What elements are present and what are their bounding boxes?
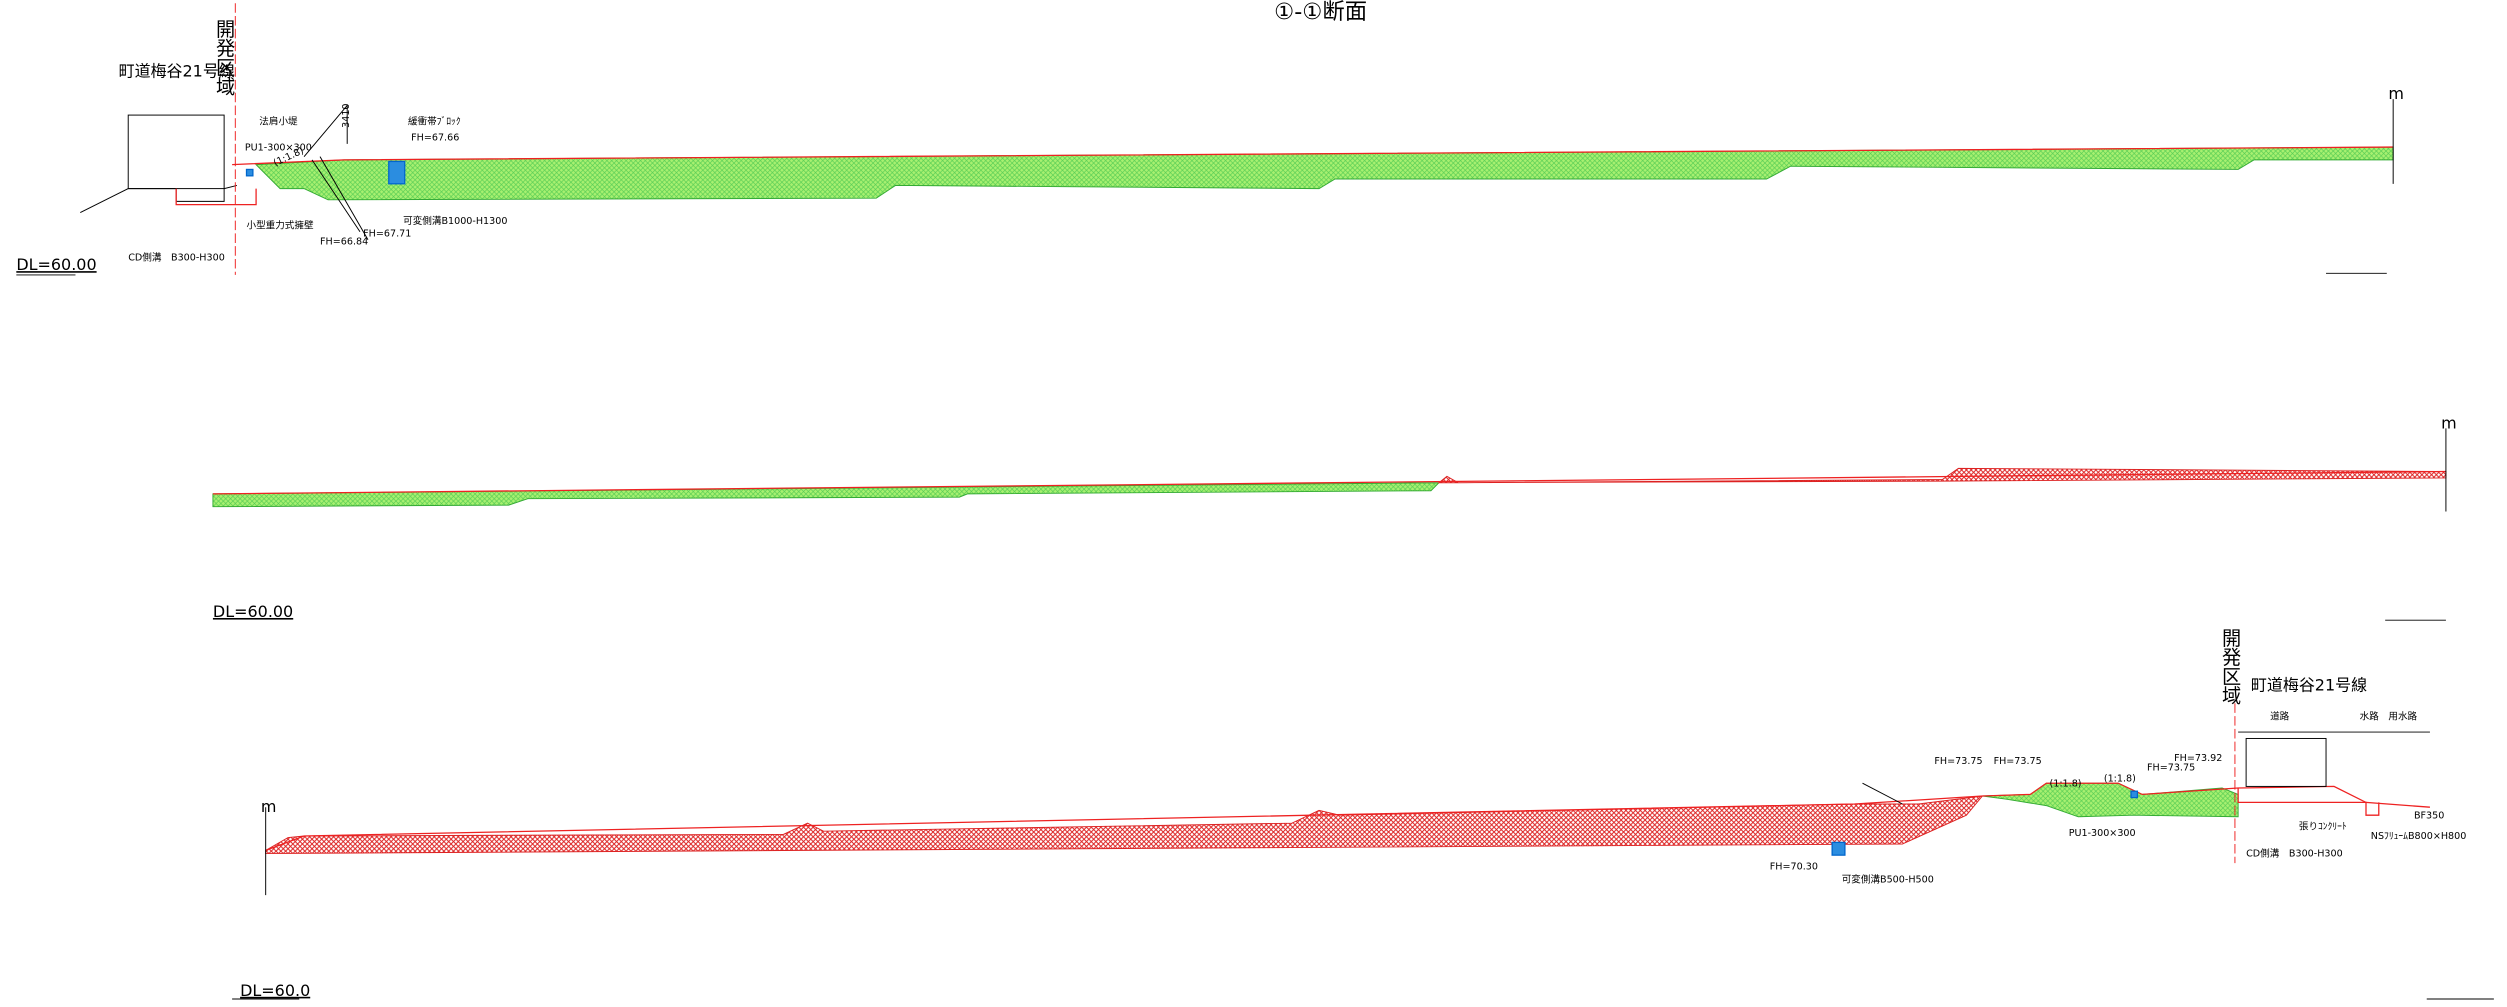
section-3: 開発区域 町道梅谷21号線 道路 水路 用水路 FH=73.75 FH=73.7…	[232, 628, 2494, 1000]
drawing: ①-①断面 開発区域 町道梅谷21号線 法肩小堤 PU1-300×300 緩衝帯…	[0, 0, 2507, 1007]
label: 開発区域	[213, 19, 236, 96]
label: 小型重力式擁壁	[247, 220, 314, 232]
section-2: m DL=60.00	[213, 413, 2457, 621]
label: 可変側溝B500-H500	[1842, 873, 1934, 885]
label: FH=73.75	[1934, 756, 1982, 767]
label: 町道梅谷21号線	[119, 62, 235, 81]
label: PU1-300×300	[2069, 828, 2136, 839]
datum: DL=60.00	[16, 255, 96, 274]
label: FH=67.71	[363, 229, 411, 240]
label: 用水路	[2388, 710, 2417, 722]
label: 水路	[2360, 710, 2380, 722]
label: 張りｺﾝｸﾘｰﾄ	[2299, 822, 2347, 833]
label: 緩衝帯ﾌﾞﾛｯｸ	[408, 116, 461, 128]
label: FH=70.30	[1770, 862, 1818, 873]
unit: m	[261, 797, 277, 816]
label: CD側溝 B300-H300	[128, 252, 225, 264]
label: 3410	[341, 103, 352, 127]
label: FH=73.75	[1994, 756, 2042, 767]
label: 可変側溝B1000-H1300	[403, 215, 507, 227]
label: (1:1.8)	[2104, 774, 2136, 785]
label: 町道梅谷21号線	[2251, 676, 2367, 695]
section-1: 開発区域 町道梅谷21号線 法肩小堤 PU1-300×300 緩衝帯ﾌﾞﾛｯｸ …	[16, 3, 2404, 275]
label: 法肩小堤	[259, 116, 298, 128]
datum: DL=60.00	[213, 602, 293, 621]
label: 開発区域	[2219, 628, 2242, 705]
label: BF350	[2414, 810, 2444, 821]
label: FH=67.66	[411, 133, 459, 144]
label: CD側溝 B300-H300	[2246, 848, 2343, 860]
title: ①-①断面	[1274, 0, 1367, 25]
label: NSﾌﾘｭｰﾑB800×H800	[2371, 831, 2467, 842]
label: (1:1.8)	[2050, 778, 2082, 789]
datum: DL=60.0	[240, 981, 310, 1000]
unit: m	[2441, 413, 2457, 432]
label: FH=73.75	[2147, 762, 2195, 773]
label: FH=66.84	[320, 237, 368, 248]
unit: m	[2388, 84, 2404, 103]
label: 道路	[2270, 710, 2290, 722]
